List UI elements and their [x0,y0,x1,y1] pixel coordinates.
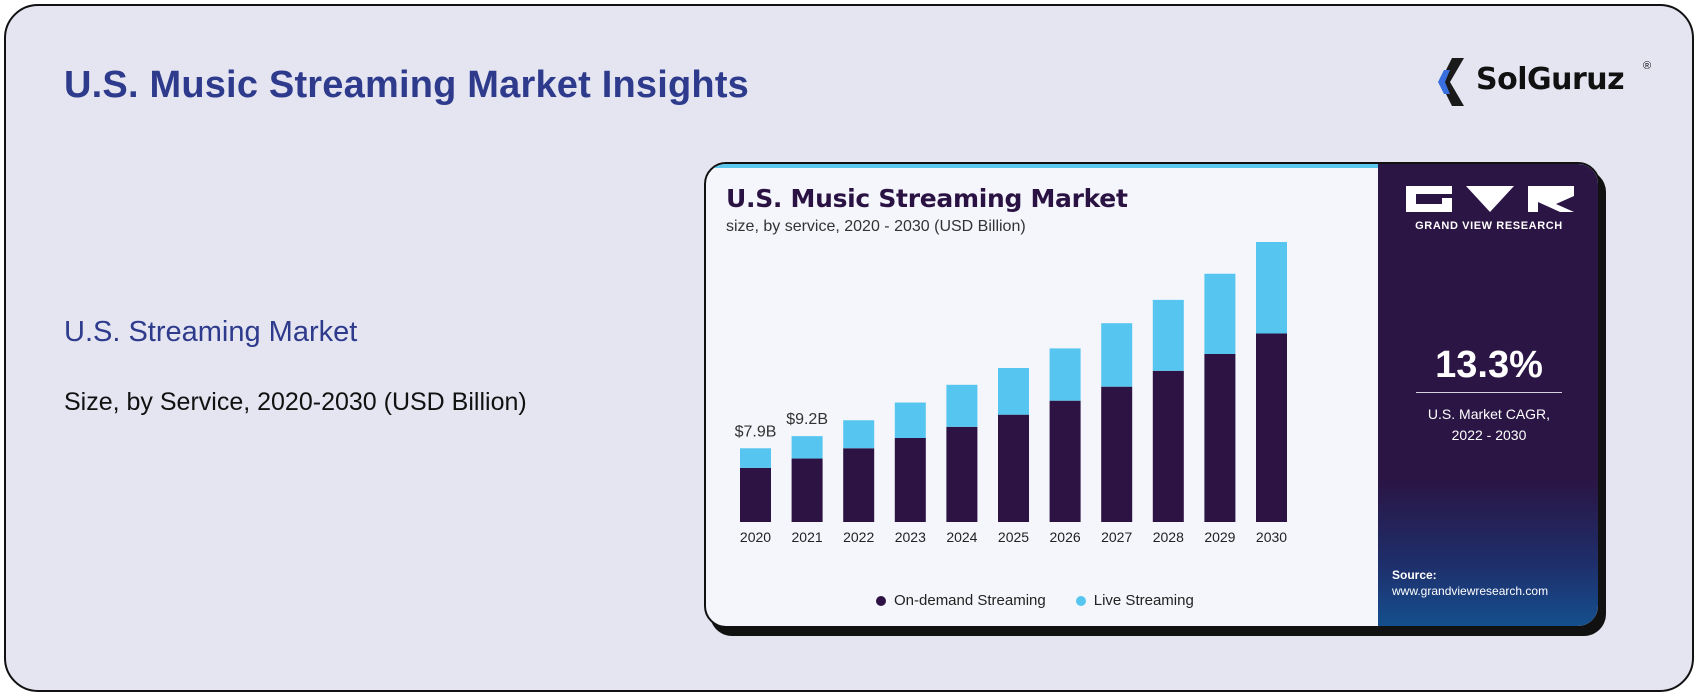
bar-on-demand-2028 [1152,370,1184,522]
bar-live-2023 [894,402,926,438]
bar-live-2022 [843,420,875,449]
bar-on-demand-2026 [1049,400,1081,522]
legend-item-live: Live Streaming [1075,592,1194,609]
x-tick-label-2021: 2021 [792,529,823,545]
x-tick-label-2024: 2024 [946,529,977,545]
x-tick-label-2025: 2025 [998,529,1029,545]
bar-on-demand-2027 [1101,386,1133,522]
x-tick-label-2027: 2027 [1101,529,1132,545]
chart-title: U.S. Music Streaming Market [726,184,1128,213]
data-label-2020: $7.9B [735,423,777,440]
research-panel: GRAND VIEW RESEARCH 13.3% U.S. Market CA… [1378,164,1598,626]
bar-live-2021 [791,436,823,459]
bar-on-demand-2023 [894,438,926,522]
cagr-value: 13.3% [1435,344,1543,386]
bar-live-2029 [1204,273,1236,354]
source-label: Source: [1392,568,1437,582]
bar-on-demand-2022 [843,448,875,522]
bar-on-demand-2030 [1256,333,1287,522]
x-tick-label-2029: 2029 [1204,529,1235,545]
top-accent-bar [706,164,1598,168]
x-tick-label-2028: 2028 [1153,529,1184,545]
grand-view-research-logo-icon [1406,186,1574,212]
cagr-label: U.S. Market CAGR, 2022 - 2030 [1378,404,1598,446]
source-url[interactable]: www.grandviewresearch.com [1392,584,1549,598]
bar-chart: 2020 $7.9B 2021 $9.2B 2022 2023 2024 2025 2026 20… [735,242,1287,545]
cagr-label-line1: U.S. Market CAGR, [1427,406,1551,422]
bar-on-demand-2024 [946,426,978,522]
bar-on-demand-2020 [740,467,771,522]
legend-swatch-live [1075,595,1086,606]
chart-card: U.S. Music Streaming Market size, by ser… [704,162,1600,628]
bar-live-2027 [1101,323,1133,387]
brand-name: GRAND VIEW RESEARCH [1415,220,1563,232]
bar-live-2026 [1049,348,1081,401]
x-tick-label-2023: 2023 [895,529,926,545]
legend-label-on-demand: On-demand Streaming [894,592,1046,609]
x-tick-label-2030: 2030 [1256,529,1287,545]
bar-on-demand-2021 [791,458,823,522]
cagr-divider [1416,392,1562,393]
x-tick-label-2022: 2022 [843,529,874,545]
bar-live-2030 [1256,242,1287,334]
bar-live-2025 [998,368,1029,415]
bar-live-2028 [1152,299,1184,371]
data-label-2021: $9.2B [786,411,828,428]
registered-mark: ® [1643,60,1652,72]
x-tick-label-2020: 2020 [740,529,771,545]
bar-live-2024 [946,384,978,427]
bar-live-2020 [740,448,771,468]
chart-legend: On-demand Streaming Live Streaming [876,592,1194,609]
legend-swatch-on-demand [876,595,886,606]
bar-on-demand-2029 [1204,354,1236,522]
x-tick-label-2026: 2026 [1050,529,1081,545]
cagr-label-line2: 2022 - 2030 [1451,427,1527,443]
bar-on-demand-2025 [998,414,1029,522]
solguruz-logo-icon [1438,58,1464,106]
chart-subtitle: size, by service, 2020 - 2030 (USD Billi… [726,218,1026,235]
solguruz-logo: SolGuruz ® [1434,54,1654,110]
page-title: U.S. Music Streaming Market Insights [64,64,750,106]
logo-wordmark: SolGuruz [1476,62,1625,97]
section-title: U.S. Streaming Market [64,316,358,348]
section-subtitle: Size, by Service, 2020-2030 (USD Billion… [64,388,527,416]
legend-label-live: Live Streaming [1093,592,1194,609]
legend-item-on-demand: On-demand Streaming [876,592,1046,609]
